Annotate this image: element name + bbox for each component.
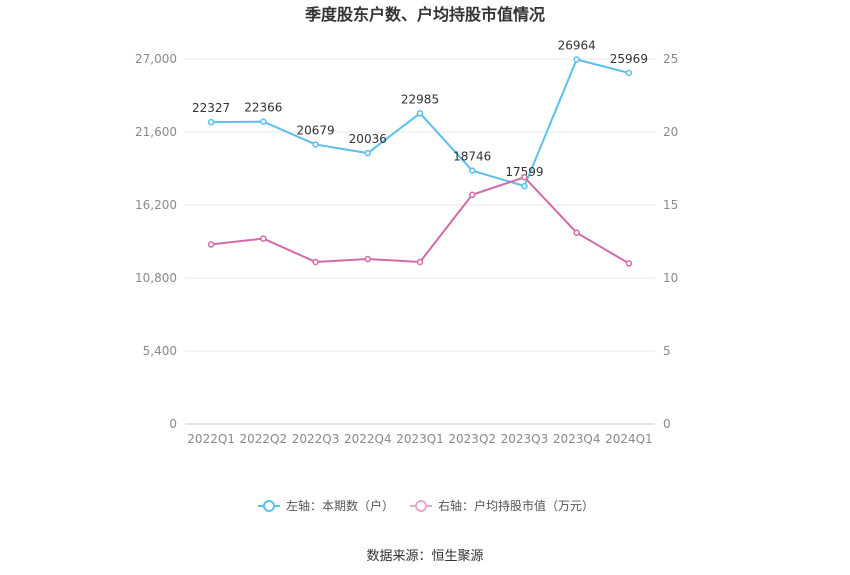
x-tick-label: 2022Q1 — [187, 432, 235, 446]
legend-item[interactable]: 左轴：本期数（户） — [258, 498, 394, 513]
data-point[interactable] — [312, 258, 319, 266]
right-tick-label: 5 — [663, 344, 671, 358]
left-tick-label: 10,800 — [135, 271, 177, 285]
x-tick-label: 2022Q4 — [344, 432, 392, 446]
data-point[interactable] — [364, 149, 372, 157]
data-label: 25969 — [610, 52, 648, 66]
data-point[interactable] — [521, 182, 528, 190]
data-point[interactable] — [260, 235, 267, 242]
left-tick-label: 21,600 — [135, 125, 177, 139]
x-tick-label: 2023Q1 — [396, 432, 444, 446]
legend[interactable]: 左轴：本期数（户） 右轴：户均持股市值（万元） — [258, 498, 594, 513]
x-axis: 2022Q1 2022Q2 2022Q3 2022Q4 2023Q1 2023Q2 2023… — [187, 432, 652, 446]
data-label: 22366 — [244, 101, 282, 115]
data-point[interactable] — [573, 56, 580, 63]
left-tick-label: 16,200 — [135, 198, 177, 212]
data-point[interactable] — [573, 229, 580, 236]
right-tick-label: 10 — [663, 271, 678, 285]
data-point[interactable] — [207, 241, 215, 248]
x-tick-label: 2023Q3 — [501, 432, 549, 446]
right-axis: 0 5 10 15 20 25 — [663, 52, 678, 431]
data-point[interactable] — [416, 258, 424, 266]
left-axis: 0 5,400 10,800 16,200 21,600 27,000 — [135, 52, 177, 431]
plot-area: 22327 22366 20679 20036 22985 18746 17599 26964… — [192, 38, 648, 267]
series-line-left — [211, 58, 630, 188]
source-note: 数据来源：恒生聚源 — [366, 549, 483, 564]
data-label: 22327 — [192, 101, 230, 115]
legend-marker-icon — [415, 500, 427, 512]
data-point[interactable] — [416, 110, 424, 117]
left-tick-label: 27,000 — [135, 52, 177, 66]
x-tick-label: 2022Q2 — [240, 432, 288, 446]
x-tick-label: 2022Q3 — [292, 432, 340, 446]
left-tick-label: 0 — [169, 417, 177, 431]
data-point[interactable] — [468, 167, 476, 174]
data-point[interactable] — [521, 174, 528, 181]
right-tick-label: 0 — [663, 417, 671, 431]
chart-title: 季度股东户数、户均持股市值情况 — [304, 5, 545, 24]
data-label: 20036 — [349, 132, 387, 146]
data-point[interactable] — [207, 118, 215, 126]
data-point[interactable] — [364, 255, 372, 263]
right-tick-label: 15 — [663, 198, 678, 212]
data-point[interactable] — [260, 118, 267, 125]
grid — [185, 58, 655, 425]
x-tick-label: 2023Q4 — [553, 432, 601, 446]
data-point[interactable] — [468, 191, 476, 199]
data-label: 22985 — [401, 92, 439, 106]
series-line-right — [210, 176, 630, 265]
legend-label: 右轴：户均持股市值（万元） — [438, 498, 594, 513]
x-tick-label: 2024Q1 — [605, 432, 653, 446]
legend-marker-icon — [263, 500, 275, 512]
data-label: 20679 — [296, 123, 334, 137]
data-point[interactable] — [625, 69, 633, 77]
data-point[interactable] — [312, 141, 319, 148]
legend-item[interactable]: 右轴：户均持股市值（万元） — [410, 498, 594, 513]
right-tick-label: 20 — [663, 125, 678, 139]
data-point[interactable] — [625, 260, 633, 267]
left-tick-label: 5,400 — [143, 344, 177, 358]
data-label: 26964 — [558, 38, 596, 52]
legend-label: 左轴：本期数（户） — [286, 498, 394, 513]
right-tick-label: 25 — [663, 52, 678, 66]
data-label: 17599 — [505, 165, 543, 179]
x-tick-label: 2023Q2 — [448, 432, 496, 446]
data-label: 18746 — [453, 150, 491, 164]
